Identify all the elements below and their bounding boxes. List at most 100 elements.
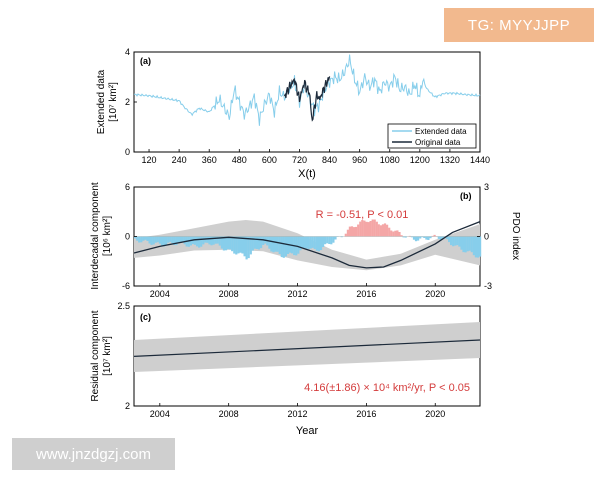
pdo-bar	[198, 236, 201, 248]
pdo-bar	[363, 220, 366, 237]
pdo-bar	[253, 236, 256, 249]
pdo-bar	[276, 236, 279, 252]
panel-b-right-ytick-label-0: 0	[484, 232, 489, 242]
legend-original-label: Original data	[415, 138, 461, 147]
pdo-bar	[255, 236, 259, 249]
panel-a-xtick-label-240: 240	[172, 155, 187, 165]
panel-b-ytick-label-0: 0	[125, 232, 130, 242]
panel-b-annotation: R = -0.51, P < 0.01	[316, 209, 409, 221]
pdo-bar	[212, 236, 215, 245]
pdo-bar	[148, 236, 151, 244]
pdo-bar	[313, 236, 316, 249]
pdo-bar	[470, 236, 473, 253]
pdo-bar	[154, 236, 157, 243]
pdo-bar	[140, 236, 143, 243]
pdo-bar	[390, 230, 393, 237]
pdo-bar	[160, 236, 164, 246]
pdo-bar	[229, 236, 232, 250]
pdo-bar	[373, 219, 376, 237]
pdo-bar	[162, 236, 166, 247]
panel-c-xtick-label-2008: 2008	[219, 409, 239, 419]
pdo-bar	[454, 236, 457, 246]
panel-b-label: (b)	[460, 191, 472, 201]
pdo-bar	[241, 236, 244, 254]
pdo-bar	[177, 236, 180, 244]
pdo-bar	[208, 236, 211, 245]
pdo-bar	[138, 236, 141, 243]
panel-a-xtick-label-840: 840	[322, 155, 337, 165]
pdo-bar	[419, 236, 422, 239]
pdo-bar	[386, 224, 389, 237]
panel-b-xtick-label-2020: 2020	[425, 289, 445, 299]
panel-a-xtick-label-360: 360	[202, 155, 217, 165]
pdo-bar	[396, 230, 399, 237]
panel-b-xtick-label-2012: 2012	[288, 289, 308, 299]
extended-data-line	[133, 54, 481, 126]
pdo-bar	[472, 236, 475, 256]
pdo-bar	[433, 234, 436, 237]
pdo-bar	[134, 236, 137, 239]
panel-c: 2004 2008 2012 2016 2020 2 2.5 (c) 4.16(±1.86…	[90, 301, 481, 437]
panel-c-ylabel-1: Residual component	[90, 310, 101, 401]
pdo-bar	[165, 236, 168, 245]
panel-b-xtick-label-2004: 2004	[150, 289, 170, 299]
panel-a-ytick-label-0: 0	[125, 147, 130, 157]
panel-c-xlabel: Year	[296, 425, 319, 437]
residual-line	[133, 339, 481, 357]
interdecadal-line	[133, 220, 481, 269]
pdo-bar	[193, 236, 197, 245]
pdo-bar	[476, 236, 480, 258]
panel-a-xlabel: X(t)	[298, 168, 316, 180]
pdo-bar	[237, 236, 240, 254]
pdo-bar	[169, 236, 172, 242]
pdo-bar	[322, 236, 325, 247]
pdo-bar	[270, 236, 273, 252]
watermark-bottom: www.jnzdgzj.com	[12, 438, 175, 470]
pdo-bar	[332, 236, 335, 243]
pdo-bar	[278, 236, 281, 254]
panel-b-right-ytick-label-3: 3	[484, 182, 489, 192]
pdo-bar	[303, 236, 306, 249]
pdo-bar	[460, 236, 463, 250]
pdo-bar	[383, 223, 387, 237]
pdo-bar	[260, 236, 263, 249]
pdo-bar	[247, 236, 250, 259]
panel-b-ylabel-1: Interdecadal component	[90, 182, 101, 290]
panel-a-ytick-label-4: 4	[125, 47, 130, 57]
pdo-bar	[227, 236, 230, 250]
pdo-bar	[431, 235, 434, 237]
pdo-bar	[359, 221, 362, 237]
pdo-bar	[371, 219, 374, 237]
pdo-bar	[340, 236, 343, 238]
pdo-bar	[353, 227, 356, 237]
pdo-bar	[142, 236, 145, 241]
pdo-bar	[224, 236, 228, 251]
pdo-bar	[167, 236, 170, 243]
panel-a-ylabel-1: Extended data	[96, 69, 107, 134]
pdo-bar	[181, 236, 184, 243]
pdo-bar	[299, 236, 302, 251]
panel-c-ytick-label-2.5: 2.5	[117, 301, 130, 311]
pdo-bar	[421, 236, 424, 238]
panel-a-xtick-label-1320: 1320	[440, 155, 460, 165]
pdo-bar	[408, 235, 411, 237]
panel-a-ylabel-2: [10⁷ km²]	[108, 82, 119, 122]
panel-b-right-ytick-label--3: -3	[484, 281, 492, 291]
original-data-line	[283, 76, 331, 122]
pdo-bar	[456, 236, 459, 246]
pdo-bar	[280, 236, 283, 258]
pdo-bar	[282, 236, 285, 258]
pdo-bar	[286, 236, 290, 254]
pdo-bar	[179, 236, 182, 242]
panel-b: 2004 2008 2012 2016 2020 -6 0 6 -3 0 3 (b) R = -…	[90, 182, 521, 299]
pdo-bar	[402, 236, 405, 238]
pdo-bar	[187, 236, 190, 247]
pdo-bar	[448, 236, 451, 243]
pdo-bar	[425, 236, 428, 240]
pdo-bar	[392, 231, 395, 237]
pdo-bar	[146, 236, 149, 241]
panel-a: 120 240 360 480 600 720 840 960 1080 1200 1320 1440…	[96, 47, 490, 180]
pdo-bar	[450, 236, 453, 246]
pdo-bar	[305, 236, 308, 249]
pdo-bar	[468, 236, 471, 251]
